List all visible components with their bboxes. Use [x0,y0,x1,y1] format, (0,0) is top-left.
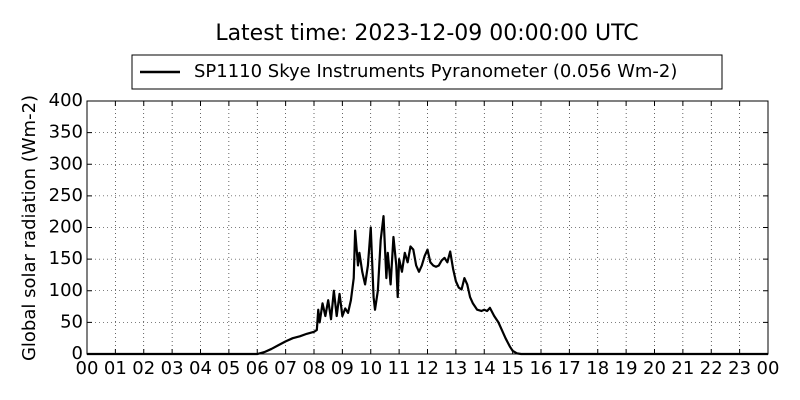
x-tick-label: 23 [728,358,751,379]
x-tick-label: 04 [189,358,212,379]
chart-title: Latest time: 2023-12-09 00:00:00 UTC [215,21,638,46]
x-tick-label: 10 [359,358,382,379]
x-tick-label: 09 [331,358,354,379]
x-tick-label: 01 [104,358,127,379]
x-tick-label: 11 [388,358,411,379]
x-tick-label: 02 [132,358,155,379]
x-tick-label: 12 [416,358,439,379]
y-tick-label: 400 [49,90,83,111]
data-line [87,215,768,356]
y-tick-label: 250 [49,185,83,206]
x-tick-label: 14 [473,358,496,379]
x-tick-label: 05 [217,358,240,379]
y-tick-label: 350 [49,122,83,143]
x-tick-label: 15 [501,358,524,379]
x-tick-label: 07 [274,358,297,379]
y-axis-label: Global solar radiation (Wm-2) [19,95,40,361]
y-tick-label: 50 [60,311,83,332]
x-tick-label: 00 [757,358,780,379]
y-tick-label: 300 [49,153,83,174]
x-tick-label: 22 [700,358,723,379]
legend-label: SP1110 Skye Instruments Pyranometer (0.0… [194,61,677,82]
y-tick-label: 100 [49,280,83,301]
x-tick-label: 18 [586,358,609,379]
y-tick-label: 150 [49,248,83,269]
plot-frame [86,100,769,355]
legend-box [131,54,723,90]
x-tick-label: 19 [615,358,638,379]
x-tick-label: 20 [643,358,666,379]
y-tick-label: 0 [72,343,83,364]
x-tick-label: 17 [558,358,581,379]
y-tick-label: 200 [49,217,83,238]
x-tick-label: 21 [671,358,694,379]
x-tick-label: 06 [246,358,269,379]
x-tick-label: 16 [530,358,553,379]
x-tick-label: 03 [161,358,184,379]
x-tick-label: 00 [76,358,99,379]
x-tick-label: 13 [444,358,467,379]
x-tick-label: 08 [303,358,326,379]
